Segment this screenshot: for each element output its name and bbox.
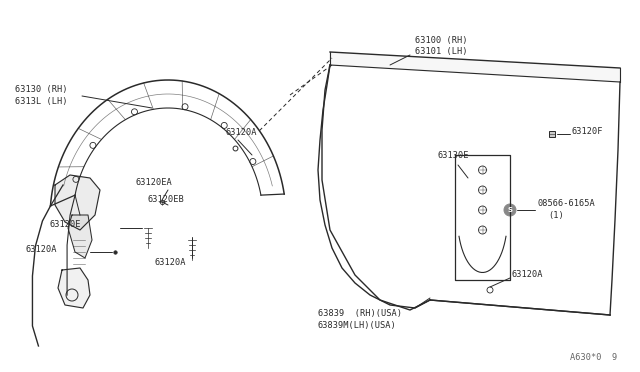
Text: 63839  (RH)(USA): 63839 (RH)(USA) [318,309,402,318]
Circle shape [504,204,516,216]
Text: 63120E: 63120E [50,220,81,229]
Text: (1): (1) [548,211,564,220]
Polygon shape [58,268,90,308]
Text: 63101 (LH): 63101 (LH) [415,47,467,56]
Polygon shape [68,215,92,258]
Text: 63120A: 63120A [512,270,543,279]
Text: 63100 (RH): 63100 (RH) [415,36,467,45]
Text: 6313L (LH): 6313L (LH) [15,97,67,106]
Text: 63120A: 63120A [225,128,257,137]
Text: S: S [508,207,513,213]
Text: 63120EB: 63120EB [148,195,185,204]
Text: 63120A: 63120A [25,245,56,254]
Text: 63120EA: 63120EA [135,178,172,187]
Polygon shape [330,52,620,82]
Text: A630*0  9: A630*0 9 [570,353,617,362]
Text: 63130 (RH): 63130 (RH) [15,85,67,94]
Text: 63839M(LH)(USA): 63839M(LH)(USA) [318,321,397,330]
Text: 63130E: 63130E [438,151,470,160]
Text: 08566-6165A: 08566-6165A [538,199,596,208]
Text: 63120A: 63120A [154,258,186,267]
Polygon shape [55,175,100,230]
Text: 63120F: 63120F [572,127,604,136]
